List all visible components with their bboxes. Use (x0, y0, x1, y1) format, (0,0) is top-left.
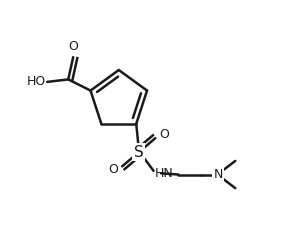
Text: N: N (213, 168, 223, 181)
Text: HO: HO (27, 75, 46, 88)
Text: O: O (108, 163, 118, 176)
Text: O: O (159, 128, 169, 141)
Text: O: O (68, 40, 78, 54)
Text: HN: HN (155, 167, 173, 180)
Text: S: S (134, 145, 144, 160)
